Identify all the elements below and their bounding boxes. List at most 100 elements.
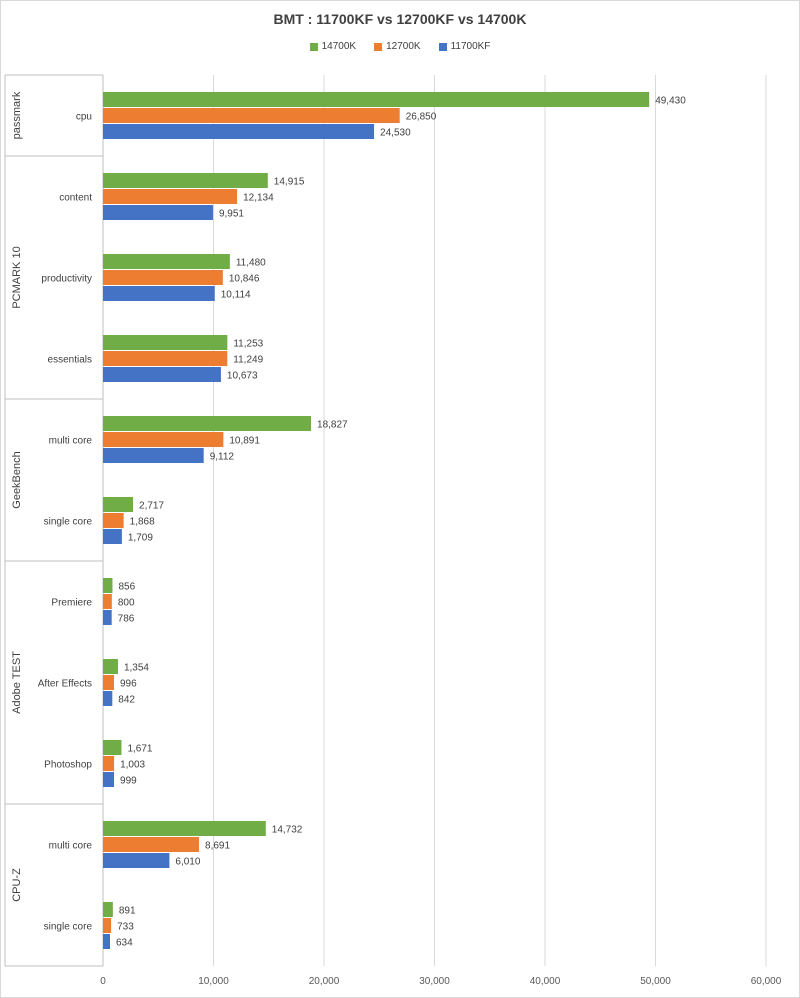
data-label: 9,112 [210,452,235,463]
legend-label: 11700KF [450,41,491,52]
x-tick-label: 20,000 [309,976,340,987]
data-label: 999 [120,776,137,787]
legend-label: 14700K [321,41,357,52]
bar [103,675,115,690]
group-label: passmark [11,91,23,139]
bar [103,837,200,852]
bar [103,335,228,350]
data-label: 18,827 [317,420,348,431]
bar [103,610,112,625]
category-label: productivity [41,274,92,285]
data-label: 14,732 [272,825,303,836]
data-label: 10,891 [229,436,260,447]
bar [103,529,122,544]
legend-item-2: 11700KF [438,41,491,52]
bar [103,416,312,431]
bar [103,286,215,301]
bar [103,513,124,528]
bar [103,691,113,706]
bar [103,756,115,771]
data-label: 1,671 [127,744,152,755]
legend: 14700K 12700K 11700KF [0,41,800,52]
data-label: 996 [120,679,137,690]
data-label: 24,530 [380,128,411,139]
bar [103,740,122,755]
data-label: 10,673 [227,371,258,382]
category-label: multi core [49,436,93,447]
bar [103,367,221,382]
bar [103,594,112,609]
x-tick-label: 60,000 [751,976,782,987]
group-label: GeekBench [11,451,23,508]
x-tick-label: 50,000 [640,976,671,987]
bar [103,92,650,107]
data-label: 2,717 [139,501,164,512]
x-tick-label: 40,000 [530,976,561,987]
group-label: PCMARK 10 [11,246,23,308]
x-tick-label: 30,000 [419,976,450,987]
data-label: 800 [118,598,135,609]
data-label: 1,868 [130,517,155,528]
bar [103,432,224,447]
bar [103,351,228,366]
data-label: 11,249 [233,355,263,366]
category-label: essentials [48,355,92,366]
bar [103,578,113,593]
bar [103,270,223,285]
bar [103,448,204,463]
bar [103,173,268,188]
group-label: Adobe TEST [11,651,23,714]
legend-item-1: 12700K [374,41,421,52]
data-label: 49,430 [655,96,686,107]
category-label: cpu [76,112,92,123]
data-label: 1,354 [124,663,149,674]
data-label: 1,003 [120,760,145,771]
bar [103,902,113,917]
category-label: After Effects [38,679,92,690]
category-label: multi core [49,841,93,852]
x-tick-label: 0 [100,976,106,987]
bar [103,853,170,868]
bar [103,772,115,787]
bar [103,497,134,512]
data-label: 6,010 [175,857,200,868]
bar [103,254,230,269]
bar [103,934,111,949]
legend-label: 12700K [386,41,421,52]
data-label: 786 [118,614,135,625]
bar [103,821,266,836]
group-label: CPU-Z [11,868,23,902]
legend-swatch [374,42,383,51]
chart-title: BMT : 11700KF vs 12700KF vs 14700K [273,11,527,27]
category-label: single core [44,517,93,528]
data-label: 12,134 [243,193,274,204]
data-label: 11,253 [233,339,263,350]
data-label: 842 [118,695,135,706]
data-label: 26,850 [406,112,437,123]
data-label: 9,951 [219,209,244,220]
x-tick-label: 10,000 [198,976,229,987]
data-label: 8,691 [205,841,230,852]
data-label: 891 [119,906,136,917]
data-label: 733 [117,922,134,933]
data-label: 634 [116,938,133,949]
legend-swatch [438,42,447,51]
bar [103,124,375,139]
category-label: content [59,193,92,204]
bar [103,108,400,123]
bar [103,918,112,933]
data-label: 14,915 [274,177,305,188]
bar [103,189,238,204]
category-label: Photoshop [44,760,92,771]
data-label: 856 [118,582,135,593]
legend-item-0: 14700K [309,41,357,52]
data-label: 10,114 [221,290,251,301]
data-label: 10,846 [229,274,260,285]
legend-swatch [309,42,318,51]
data-label: 11,480 [236,258,266,269]
bar [103,659,118,674]
data-label: 1,709 [128,533,153,544]
category-label: Premiere [51,598,92,609]
bar [103,205,213,220]
